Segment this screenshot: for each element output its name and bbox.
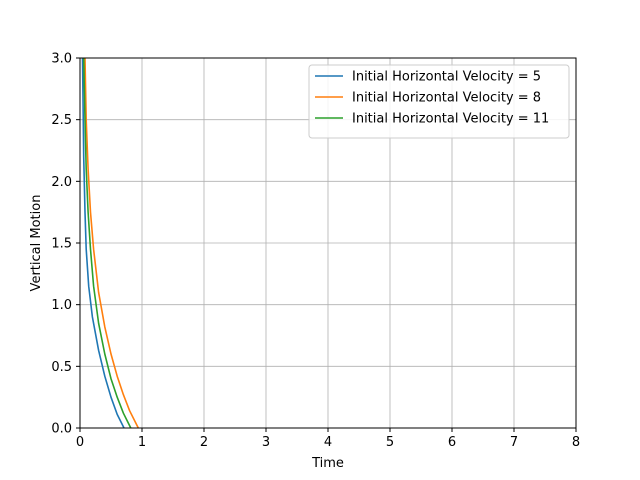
x-tick-label: 6: [448, 435, 456, 450]
y-axis-label: Vertical Motion: [29, 195, 44, 292]
legend-label: Initial Horizontal Velocity = 8: [352, 91, 541, 106]
y-tick-label: 3.0: [51, 52, 72, 67]
y-tick-label: 0.5: [51, 360, 72, 375]
y-tick-label: 0.0: [51, 422, 72, 437]
ticks: 0 1 2 3 4 5 6 7 8 0.0 0.5 1.0 1.5 2.0 2.5 3.0: [51, 52, 580, 451]
series-line-2: [84, 57, 140, 429]
x-tick-label: 2: [200, 435, 208, 450]
legend-label: Initial Horizontal Velocity = 5: [352, 70, 541, 85]
x-tick-label: 3: [262, 435, 270, 450]
x-tick-label: 0: [76, 435, 84, 450]
x-tick-label: 7: [510, 435, 518, 450]
legend-label: Initial Horizontal Velocity = 11: [352, 112, 549, 127]
x-tick-label: 1: [138, 435, 146, 450]
x-tick-label: 4: [324, 435, 332, 450]
y-tick-label: 2.5: [51, 113, 72, 128]
y-tick-label: 2.0: [51, 175, 72, 190]
legend-box: [308, 64, 570, 139]
series-line-1: [81, 57, 125, 429]
series-lines: [81, 57, 140, 429]
y-tick-label: 1.0: [51, 298, 72, 313]
x-tick-label: 8: [572, 435, 580, 450]
legend: Initial Horizontal Velocity = 5 Initial H…: [308, 64, 570, 139]
x-axis-label: Time: [311, 456, 344, 471]
x-tick-label: 5: [386, 435, 394, 450]
series-line-3: [82, 57, 132, 429]
y-tick-label: 1.5: [51, 237, 72, 252]
